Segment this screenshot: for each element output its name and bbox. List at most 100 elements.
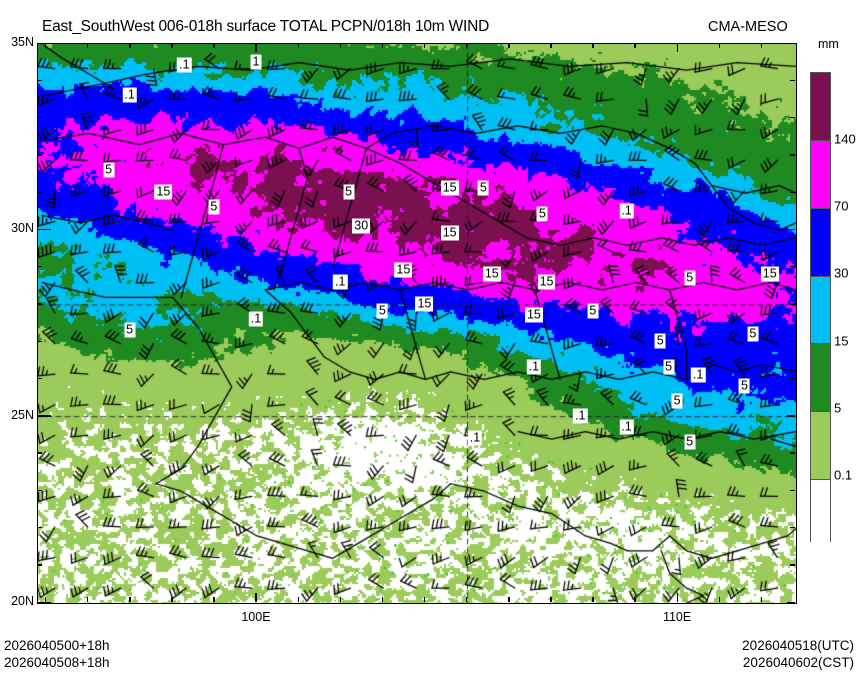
- lon-tick-97: [129, 597, 131, 602]
- lat-tick-32: [37, 154, 42, 156]
- lat-label-25N: 25N: [11, 407, 34, 422]
- page-title: East_SouthWest 006-018h surface TOTAL PC…: [42, 18, 490, 35]
- colorbar-band-70: [811, 140, 830, 209]
- contour-label-5-4: 5: [208, 199, 220, 215]
- lat-tick-right-22: [790, 526, 795, 529]
- lat-tick-right-24: [790, 452, 795, 454]
- colorbar-tick-15: 15: [834, 333, 849, 349]
- lon-tick-99: [213, 597, 215, 602]
- lat-tick-21: [37, 564, 42, 566]
- colorbar-band-5: [811, 344, 830, 413]
- lon-tick-top-106: [508, 43, 510, 48]
- contour-label-1-1: 1: [250, 54, 262, 70]
- colorbar-tick-140: 140: [834, 131, 856, 147]
- footer-init-cst: 2026040508+18h: [4, 655, 110, 670]
- lat-tick-24: [37, 452, 42, 454]
- lat-tick-34: [37, 79, 42, 82]
- contour-label-5-10: 5: [536, 206, 548, 222]
- lat-tick-right-21: [790, 564, 795, 566]
- model-label: CMA-MESO: [708, 19, 788, 35]
- precipitation-map-canvas: [38, 44, 796, 603]
- lat-tick-right-27: [790, 340, 795, 343]
- lon-tick-top-96: [87, 43, 89, 48]
- lon-tick-105: [466, 597, 468, 602]
- lat-tick-right-23: [790, 489, 795, 492]
- colorbar-band-0.1: [811, 412, 830, 481]
- lon-tick-110: [676, 593, 678, 602]
- lon-tick-112: [760, 597, 763, 602]
- contour-label-p1-0: .1: [177, 57, 192, 73]
- lon-tick-top-103: [381, 43, 384, 48]
- contour-label-5-2: 5: [103, 162, 115, 178]
- lon-tick-top-98: [171, 43, 173, 48]
- lon-tick-top-105: [466, 43, 468, 48]
- lon-tick-top-100: [255, 43, 257, 52]
- colorbar-tick-70: 70: [834, 198, 849, 214]
- lat-major-tick-35: [37, 42, 51, 45]
- lat-tick-right-35: [787, 42, 795, 44]
- contour-label-5-29: 5: [671, 393, 683, 409]
- lon-tick-111: [718, 597, 721, 602]
- colorbar-band-140: [811, 73, 830, 141]
- lon-tick-108: [592, 597, 594, 602]
- lat-tick-right-28: [790, 303, 795, 305]
- contour-label-30-8: 30: [352, 218, 371, 234]
- lat-tick-right-29: [790, 266, 795, 268]
- contour-label-5-35: 5: [684, 434, 696, 450]
- lon-label-110E: 110E: [662, 610, 692, 624]
- contour-label-15-9: 15: [440, 225, 459, 241]
- lat-tick-right-20: [787, 601, 795, 603]
- lon-tick-top-107: [550, 43, 552, 48]
- contour-label-15-14: 15: [537, 274, 556, 289]
- lat-major-tick-25: [37, 415, 51, 417]
- colorbar-tick-0.1: 0.1: [834, 467, 853, 483]
- colorbar-unit-label: mm: [818, 37, 839, 51]
- lat-tick-right-34: [790, 79, 795, 82]
- lat-tick-23: [37, 489, 42, 492]
- lon-tick-106: [508, 597, 510, 602]
- lon-tick-top-109: [634, 43, 636, 48]
- lon-tick-top-111: [718, 43, 721, 48]
- lon-label-100E: 100E: [241, 610, 271, 624]
- footer-init-utc: 2026040500+18h: [4, 638, 110, 653]
- colorbar[interactable]: [810, 72, 831, 547]
- contour-label-p1-11: .1: [619, 203, 634, 219]
- lat-tick-22: [37, 526, 42, 529]
- contour-label-p1-26: .1: [122, 87, 137, 103]
- lon-tick-104: [423, 597, 426, 602]
- lon-tick-101: [297, 597, 299, 602]
- lon-tick-top-110: [676, 43, 678, 52]
- lat-tick-29: [37, 266, 42, 268]
- lon-tick-103: [381, 597, 384, 602]
- contour-label-p1-33: .1: [619, 419, 634, 435]
- lat-tick-33: [37, 117, 42, 119]
- contour-label-5-19: 5: [376, 303, 388, 319]
- lon-tick-102: [339, 597, 342, 602]
- contour-label-5-16: 5: [684, 270, 696, 286]
- lon-tick-top-102: [339, 43, 342, 48]
- lon-tick-98: [171, 597, 173, 602]
- lon-tick-96: [87, 597, 89, 602]
- footer-valid-utc: 2026040518(UTC): [742, 638, 854, 653]
- lon-tick-109: [634, 597, 636, 602]
- contour-label-p1-15: .1: [332, 274, 348, 289]
- lat-tick-right-31: [790, 191, 795, 193]
- lon-tick-top-95: [44, 43, 47, 48]
- contour-label-p1-32: .1: [573, 408, 588, 424]
- lon-tick-top-99: [213, 43, 215, 48]
- lon-tick-95: [44, 597, 47, 602]
- lat-tick-27: [37, 340, 42, 343]
- contour-label-p1-34: .1: [467, 430, 483, 446]
- contour-label-15-17: 15: [760, 266, 779, 282]
- contour-label-15-20: 15: [524, 307, 543, 323]
- contour-label-p1-28: .1: [690, 367, 706, 383]
- map-plot-area[interactable]: [37, 43, 797, 604]
- contour-label-5-23: 5: [654, 333, 666, 349]
- contour-label-15-3: 15: [154, 184, 173, 200]
- lon-tick-top-112: [760, 43, 763, 48]
- lon-tick-107: [550, 597, 552, 602]
- footer-valid-cst: 2026040602(CST): [742, 655, 854, 670]
- lat-major-tick-20: [37, 601, 51, 604]
- contour-label-p1-22: .1: [248, 311, 264, 327]
- lat-label-35N: 35N: [11, 35, 34, 49]
